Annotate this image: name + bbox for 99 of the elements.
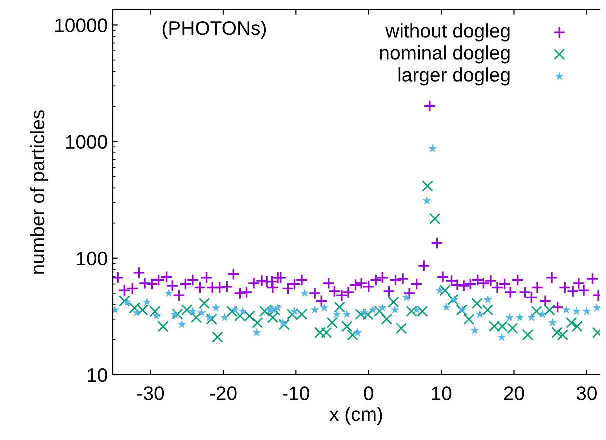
point — [278, 319, 290, 330]
point — [538, 310, 548, 318]
point — [412, 305, 422, 314]
point — [464, 314, 475, 325]
point — [132, 308, 142, 317]
point — [381, 314, 393, 325]
x-tick-label: 30 — [576, 386, 597, 400]
point — [119, 296, 130, 307]
point — [190, 312, 202, 324]
x-tick-label: 20 — [504, 386, 524, 400]
point — [470, 326, 480, 334]
point — [472, 298, 483, 310]
x-tick-label: 0 — [364, 386, 374, 400]
point — [505, 313, 514, 322]
point — [429, 213, 441, 225]
x-tick-label: -30 — [138, 386, 164, 400]
point — [544, 304, 556, 316]
point — [172, 308, 184, 320]
x-tick-label: 10 — [432, 386, 452, 400]
point — [220, 313, 230, 322]
legend-label: without dogleg — [386, 24, 510, 42]
point — [442, 302, 452, 312]
point — [152, 311, 162, 320]
point — [402, 293, 412, 302]
point — [268, 305, 278, 314]
point — [548, 318, 558, 327]
point — [326, 317, 338, 328]
x-axis-title: x (cm) — [330, 407, 382, 426]
point — [238, 306, 248, 316]
point — [278, 318, 288, 327]
point — [320, 303, 329, 312]
point — [388, 296, 400, 308]
point — [476, 310, 484, 318]
point — [252, 317, 264, 328]
point — [436, 286, 445, 294]
point — [428, 144, 438, 153]
point — [164, 288, 174, 298]
x-tick-label: -20 — [210, 386, 237, 400]
y-axis-title: number of particles — [30, 110, 49, 274]
point — [497, 332, 506, 342]
point — [226, 306, 238, 318]
point — [182, 304, 193, 316]
point — [368, 305, 378, 314]
point — [341, 321, 353, 332]
point — [390, 305, 400, 314]
point — [267, 312, 279, 324]
point — [482, 304, 494, 316]
point — [342, 310, 352, 318]
legend-label: larger dogleg — [398, 68, 510, 86]
point — [557, 329, 569, 341]
y-tick-label: 10 — [88, 368, 108, 382]
point — [198, 298, 210, 310]
point — [170, 310, 180, 318]
x-tick-label: -10 — [282, 386, 310, 400]
point — [440, 284, 451, 296]
point — [527, 313, 536, 322]
point — [205, 313, 214, 322]
point — [332, 310, 342, 318]
point — [347, 329, 358, 341]
point — [212, 303, 221, 312]
point — [123, 298, 132, 306]
point — [300, 288, 310, 298]
point — [450, 295, 460, 304]
point — [396, 322, 408, 334]
point — [522, 329, 534, 341]
point — [178, 320, 186, 328]
point — [252, 328, 262, 337]
legend-label: nominal dogleg — [380, 46, 510, 64]
y-tick-label: 10000 — [56, 18, 108, 32]
point — [531, 306, 542, 318]
point — [197, 308, 206, 317]
point — [310, 305, 320, 314]
point — [422, 180, 434, 192]
y-tick-label: 100 — [77, 252, 108, 266]
point — [212, 332, 224, 344]
annotation: (PHOTONs) — [162, 20, 266, 40]
y-tick-label: 1000 — [66, 135, 108, 150]
point — [582, 306, 592, 316]
point — [378, 303, 388, 312]
point — [566, 317, 578, 328]
point — [562, 305, 571, 314]
point — [422, 196, 432, 205]
point — [552, 327, 563, 338]
point — [572, 306, 582, 316]
point — [516, 313, 524, 322]
point — [572, 321, 584, 332]
point — [334, 302, 346, 314]
point — [274, 303, 282, 312]
point — [206, 314, 218, 325]
point — [448, 294, 459, 306]
point — [158, 321, 169, 332]
point — [484, 295, 492, 304]
point — [374, 306, 386, 318]
point — [354, 328, 362, 337]
point — [360, 308, 369, 317]
point — [230, 305, 240, 314]
point — [290, 306, 300, 316]
point — [142, 298, 152, 306]
point — [188, 306, 198, 316]
